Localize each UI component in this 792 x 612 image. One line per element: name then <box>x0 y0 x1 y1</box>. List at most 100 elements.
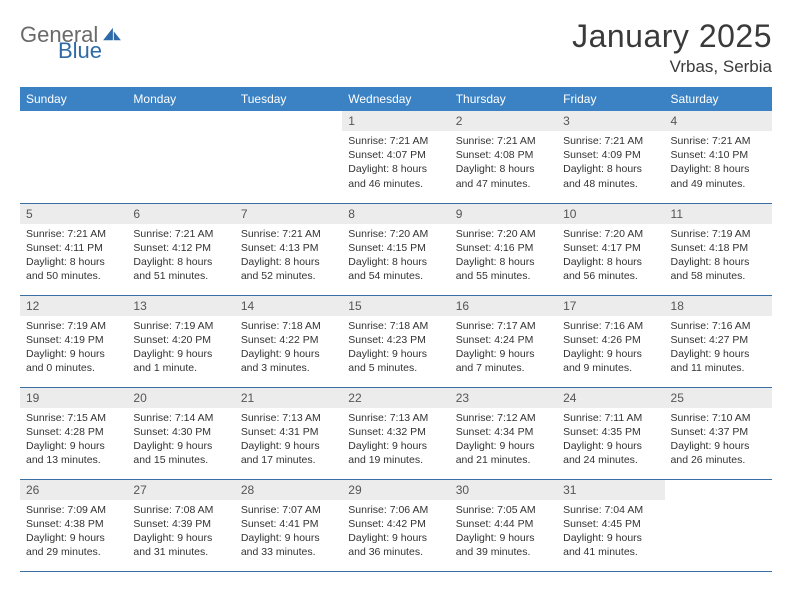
day-info: Sunrise: 7:15 AMSunset: 4:28 PMDaylight:… <box>20 408 127 472</box>
weekday-header: Wednesday <box>342 87 449 111</box>
daylight-text: Daylight: 9 hours and 36 minutes. <box>348 531 443 559</box>
calendar-day-cell: 21Sunrise: 7:13 AMSunset: 4:31 PMDayligh… <box>235 387 342 479</box>
sunrise-text: Sunrise: 7:21 AM <box>456 134 551 148</box>
day-number: 6 <box>127 204 234 224</box>
daylight-text: Daylight: 9 hours and 39 minutes. <box>456 531 551 559</box>
title-block: January 2025 Vrbas, Serbia <box>572 18 772 77</box>
sunset-text: Sunset: 4:24 PM <box>456 333 551 347</box>
weekday-header: Saturday <box>665 87 772 111</box>
sunrise-text: Sunrise: 7:21 AM <box>671 134 766 148</box>
daylight-text: Daylight: 9 hours and 17 minutes. <box>241 439 336 467</box>
day-info: Sunrise: 7:08 AMSunset: 4:39 PMDaylight:… <box>127 500 234 564</box>
day-info: Sunrise: 7:10 AMSunset: 4:37 PMDaylight:… <box>665 408 772 472</box>
weekday-header: Thursday <box>450 87 557 111</box>
daylight-text: Daylight: 9 hours and 21 minutes. <box>456 439 551 467</box>
day-info: Sunrise: 7:18 AMSunset: 4:23 PMDaylight:… <box>342 316 449 380</box>
page-header: GeneralBlue January 2025 Vrbas, Serbia <box>20 18 772 77</box>
daylight-text: Daylight: 8 hours and 50 minutes. <box>26 255 121 283</box>
sunset-text: Sunset: 4:09 PM <box>563 148 658 162</box>
day-number: 2 <box>450 111 557 131</box>
month-title: January 2025 <box>572 18 772 55</box>
sunrise-text: Sunrise: 7:20 AM <box>456 227 551 241</box>
calendar-day-cell: 7Sunrise: 7:21 AMSunset: 4:13 PMDaylight… <box>235 203 342 295</box>
daylight-text: Daylight: 9 hours and 5 minutes. <box>348 347 443 375</box>
calendar-day-cell: 8Sunrise: 7:20 AMSunset: 4:15 PMDaylight… <box>342 203 449 295</box>
day-number: 18 <box>665 296 772 316</box>
day-number: 28 <box>235 480 342 500</box>
sunrise-text: Sunrise: 7:20 AM <box>348 227 443 241</box>
daylight-text: Daylight: 9 hours and 11 minutes. <box>671 347 766 375</box>
calendar-day-cell <box>235 111 342 203</box>
calendar-day-cell: 23Sunrise: 7:12 AMSunset: 4:34 PMDayligh… <box>450 387 557 479</box>
day-info: Sunrise: 7:20 AMSunset: 4:15 PMDaylight:… <box>342 224 449 288</box>
weekday-header: Friday <box>557 87 664 111</box>
day-number: 19 <box>20 388 127 408</box>
daylight-text: Daylight: 8 hours and 51 minutes. <box>133 255 228 283</box>
sunrise-text: Sunrise: 7:21 AM <box>563 134 658 148</box>
logo-sail-icon <box>101 26 123 46</box>
daylight-text: Daylight: 9 hours and 9 minutes. <box>563 347 658 375</box>
daylight-text: Daylight: 8 hours and 55 minutes. <box>456 255 551 283</box>
calendar-body: 1Sunrise: 7:21 AMSunset: 4:07 PMDaylight… <box>20 111 772 571</box>
calendar-day-cell: 2Sunrise: 7:21 AMSunset: 4:08 PMDaylight… <box>450 111 557 203</box>
day-number: 12 <box>20 296 127 316</box>
empty-day <box>127 111 234 131</box>
empty-day <box>665 480 772 500</box>
day-number: 8 <box>342 204 449 224</box>
calendar-day-cell: 12Sunrise: 7:19 AMSunset: 4:19 PMDayligh… <box>20 295 127 387</box>
day-info: Sunrise: 7:07 AMSunset: 4:41 PMDaylight:… <box>235 500 342 564</box>
calendar-day-cell: 5Sunrise: 7:21 AMSunset: 4:11 PMDaylight… <box>20 203 127 295</box>
daylight-text: Daylight: 8 hours and 52 minutes. <box>241 255 336 283</box>
sunset-text: Sunset: 4:13 PM <box>241 241 336 255</box>
sunrise-text: Sunrise: 7:19 AM <box>26 319 121 333</box>
day-number: 16 <box>450 296 557 316</box>
day-info: Sunrise: 7:11 AMSunset: 4:35 PMDaylight:… <box>557 408 664 472</box>
sunset-text: Sunset: 4:19 PM <box>26 333 121 347</box>
day-info: Sunrise: 7:05 AMSunset: 4:44 PMDaylight:… <box>450 500 557 564</box>
day-number: 14 <box>235 296 342 316</box>
day-info: Sunrise: 7:06 AMSunset: 4:42 PMDaylight:… <box>342 500 449 564</box>
sunrise-text: Sunrise: 7:18 AM <box>241 319 336 333</box>
weekday-header: Monday <box>127 87 234 111</box>
calendar-head: SundayMondayTuesdayWednesdayThursdayFrid… <box>20 87 772 111</box>
day-number: 9 <box>450 204 557 224</box>
day-number: 11 <box>665 204 772 224</box>
sunrise-text: Sunrise: 7:07 AM <box>241 503 336 517</box>
day-info: Sunrise: 7:19 AMSunset: 4:18 PMDaylight:… <box>665 224 772 288</box>
sunset-text: Sunset: 4:34 PM <box>456 425 551 439</box>
day-info: Sunrise: 7:21 AMSunset: 4:13 PMDaylight:… <box>235 224 342 288</box>
sunset-text: Sunset: 4:07 PM <box>348 148 443 162</box>
calendar-day-cell: 9Sunrise: 7:20 AMSunset: 4:16 PMDaylight… <box>450 203 557 295</box>
daylight-text: Daylight: 9 hours and 29 minutes. <box>26 531 121 559</box>
day-info: Sunrise: 7:20 AMSunset: 4:17 PMDaylight:… <box>557 224 664 288</box>
calendar-day-cell: 4Sunrise: 7:21 AMSunset: 4:10 PMDaylight… <box>665 111 772 203</box>
calendar-day-cell: 24Sunrise: 7:11 AMSunset: 4:35 PMDayligh… <box>557 387 664 479</box>
sunset-text: Sunset: 4:10 PM <box>671 148 766 162</box>
sunrise-text: Sunrise: 7:21 AM <box>133 227 228 241</box>
calendar-day-cell: 6Sunrise: 7:21 AMSunset: 4:12 PMDaylight… <box>127 203 234 295</box>
sunrise-text: Sunrise: 7:18 AM <box>348 319 443 333</box>
day-number: 7 <box>235 204 342 224</box>
daylight-text: Daylight: 8 hours and 56 minutes. <box>563 255 658 283</box>
day-info: Sunrise: 7:18 AMSunset: 4:22 PMDaylight:… <box>235 316 342 380</box>
sunrise-text: Sunrise: 7:19 AM <box>671 227 766 241</box>
sunset-text: Sunset: 4:08 PM <box>456 148 551 162</box>
sunrise-text: Sunrise: 7:17 AM <box>456 319 551 333</box>
calendar-day-cell: 15Sunrise: 7:18 AMSunset: 4:23 PMDayligh… <box>342 295 449 387</box>
day-number: 5 <box>20 204 127 224</box>
calendar-day-cell: 14Sunrise: 7:18 AMSunset: 4:22 PMDayligh… <box>235 295 342 387</box>
logo-text-blue: Blue <box>58 38 102 63</box>
sunrise-text: Sunrise: 7:05 AM <box>456 503 551 517</box>
daylight-text: Daylight: 9 hours and 13 minutes. <box>26 439 121 467</box>
sunset-text: Sunset: 4:32 PM <box>348 425 443 439</box>
sunrise-text: Sunrise: 7:19 AM <box>133 319 228 333</box>
sunset-text: Sunset: 4:42 PM <box>348 517 443 531</box>
day-number: 27 <box>127 480 234 500</box>
daylight-text: Daylight: 9 hours and 24 minutes. <box>563 439 658 467</box>
day-info: Sunrise: 7:16 AMSunset: 4:26 PMDaylight:… <box>557 316 664 380</box>
calendar-day-cell: 25Sunrise: 7:10 AMSunset: 4:37 PMDayligh… <box>665 387 772 479</box>
calendar-day-cell: 31Sunrise: 7:04 AMSunset: 4:45 PMDayligh… <box>557 479 664 571</box>
sunset-text: Sunset: 4:39 PM <box>133 517 228 531</box>
daylight-text: Daylight: 8 hours and 58 minutes. <box>671 255 766 283</box>
sunset-text: Sunset: 4:27 PM <box>671 333 766 347</box>
